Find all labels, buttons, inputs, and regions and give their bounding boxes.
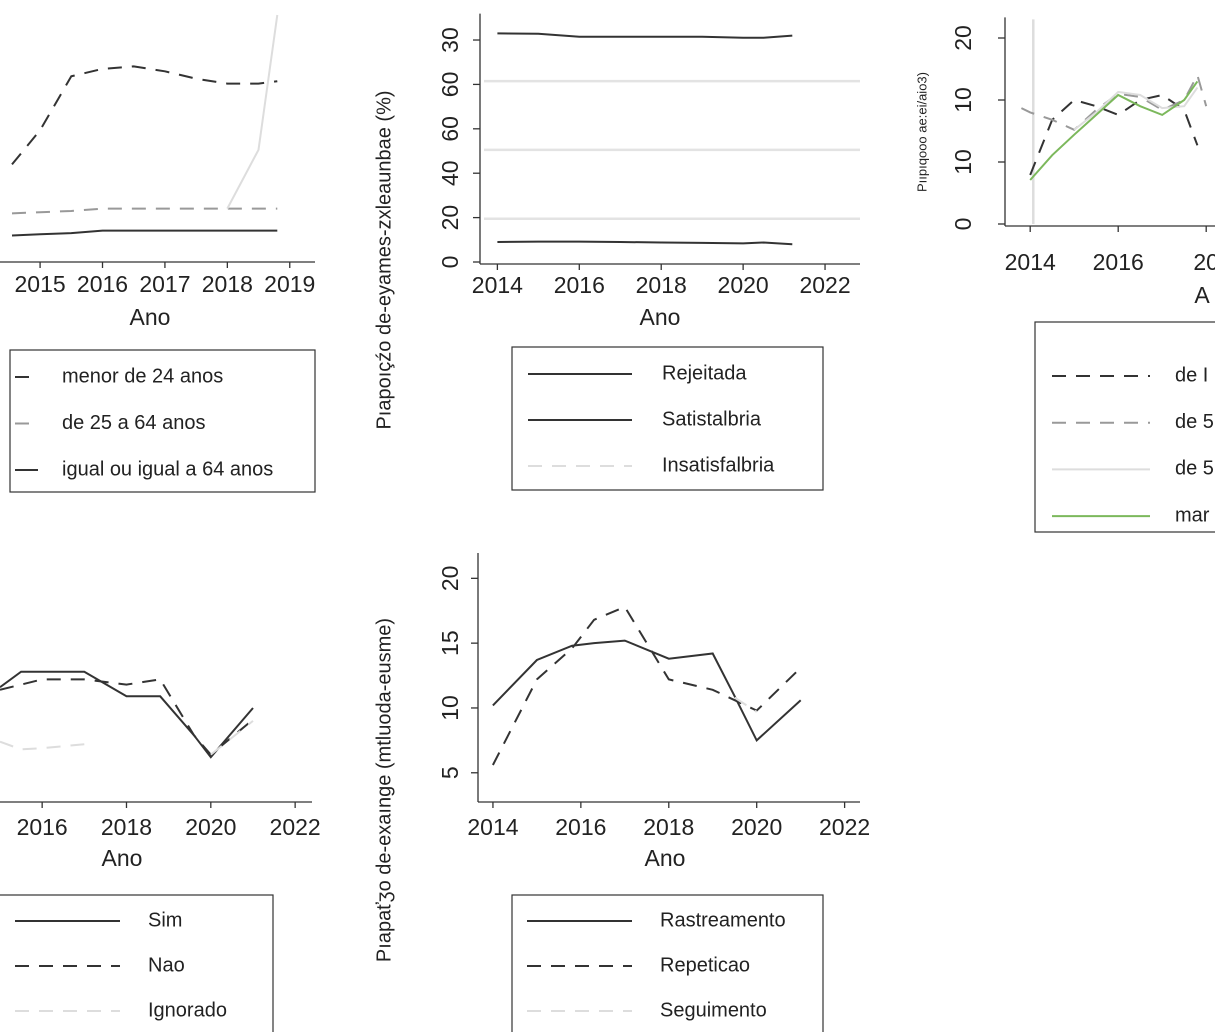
x-tick-label: 2016 <box>17 814 68 840</box>
x-tick-label: 2022 <box>270 814 321 840</box>
y-tick-label: 10 <box>437 695 463 721</box>
x-tick-label: 2016 <box>555 814 606 840</box>
x-axis-label: Ano <box>130 304 171 330</box>
y-tick-label: 10 <box>950 87 976 113</box>
x-axis-label: A <box>1194 282 1210 308</box>
data-line <box>497 32 793 39</box>
data-line <box>734 696 758 713</box>
y-tick-label: 10 <box>950 149 976 175</box>
legend-label: Rastreamento <box>660 909 786 931</box>
x-tick-label: 2022 <box>799 272 850 298</box>
x-tick-label: 2016 <box>554 272 605 298</box>
data-line <box>0 670 254 759</box>
data-line <box>11 65 278 166</box>
y-tick-label: 20 <box>437 566 463 592</box>
legend-label: de I <box>1175 364 1208 386</box>
legend-label: igual ou igual a 64 anos <box>62 458 273 480</box>
y-axis-label: Pıapaťʒo de-exaınge (mtluoda-eusme) <box>373 618 395 962</box>
legend-label: Insatisfalbria <box>662 454 775 476</box>
legend-label: menor de 24 anos <box>62 365 223 387</box>
x-tick-label: 2017 <box>139 271 190 297</box>
panel: 2015 2016 2017 2018 2019 Ano menor de 24 anos d… <box>0 14 316 493</box>
x-tick-label: 2014 <box>467 814 518 840</box>
y-tick-label: 20 <box>437 205 463 231</box>
data-line <box>0 720 254 756</box>
legend-box <box>0 894 274 1032</box>
x-tick-label: 2016 <box>1093 249 1144 275</box>
y-tick-label: 30 <box>437 27 463 53</box>
y-tick-label: 0 <box>437 256 463 269</box>
x-tick-label: 2022 <box>819 814 870 840</box>
data-line <box>226 14 279 210</box>
y-tick-label: 40 <box>437 160 463 186</box>
data-line <box>0 678 254 756</box>
x-tick-label: 2020 <box>731 814 782 840</box>
legend-label: Seguimento <box>660 999 767 1021</box>
y-tick-label: 60 <box>437 116 463 142</box>
x-tick-label: 2020 <box>185 814 236 840</box>
x-tick-label: 2018 <box>202 271 253 297</box>
data-line <box>11 229 278 237</box>
x-tick-label: 2015 <box>15 271 66 297</box>
x-tick-label: 2018 <box>101 814 152 840</box>
data-line <box>492 639 802 743</box>
y-tick-label: 20 <box>950 25 976 51</box>
legend-label: mar <box>1175 504 1210 526</box>
x-tick-label: 20 <box>1193 249 1215 275</box>
x-tick-label: 2020 <box>718 272 769 298</box>
x-tick-label: 2016 <box>77 271 128 297</box>
data-line <box>1020 72 1208 131</box>
legend-label: Nao <box>148 954 185 976</box>
x-tick-label: 2014 <box>1005 249 1056 275</box>
y-axis-label: Pııpıqooo ae:ei/aio3) <box>914 72 929 192</box>
x-axis-label: Ano <box>102 845 143 871</box>
legend-label: Satistalbria <box>662 408 762 430</box>
legend-label: Ignorado <box>148 999 227 1021</box>
legend-label: Rejeitada <box>662 362 747 384</box>
legend-label: Sim <box>148 909 182 931</box>
legend-box <box>9 349 316 493</box>
data-line <box>492 605 802 766</box>
y-tick-label: 15 <box>437 630 463 656</box>
x-axis-label: Ano <box>645 845 686 871</box>
panel: 2014 2016 20 0 10 10 20 A Pııpıqooo ae:ei/aio3) d… <box>914 17 1215 533</box>
x-tick-label: 2014 <box>472 272 523 298</box>
panel: 2014 2016 2018 2020 2022 0 20 40 60 60 30 Ano Pıapoı… <box>373 13 860 491</box>
legend-label: Repeticao <box>660 954 750 976</box>
y-axis-label: Pıapoıçźo de-eyames-zxleaunbae (%) <box>373 90 395 429</box>
data-line <box>1029 80 1199 181</box>
x-axis-label: Ano <box>640 304 681 330</box>
x-tick-label: 2019 <box>264 271 315 297</box>
data-line <box>1073 87 1199 131</box>
legend-label: de 25 a 64 anos <box>62 412 205 434</box>
legend-label: de 5 <box>1175 411 1214 433</box>
legend-box <box>1034 321 1215 533</box>
legend-box <box>511 346 824 491</box>
x-tick-label: 2018 <box>636 272 687 298</box>
y-tick-label: 0 <box>950 218 976 231</box>
legend-label: de 5 <box>1175 458 1214 480</box>
data-line <box>497 240 793 246</box>
x-tick-label: 2018 <box>643 814 694 840</box>
y-tick-label: 5 <box>437 766 463 779</box>
data-line <box>11 207 278 215</box>
panel: 2016 2018 2020 2022 Ano Sim Nao Ignorado <box>0 670 321 1032</box>
y-tick-label: 60 <box>437 72 463 98</box>
panel: 2014 2016 2018 2020 2022 5 10 15 20 Ano Pıapaťʒo d… <box>373 553 870 1032</box>
legend-box <box>511 894 824 1032</box>
